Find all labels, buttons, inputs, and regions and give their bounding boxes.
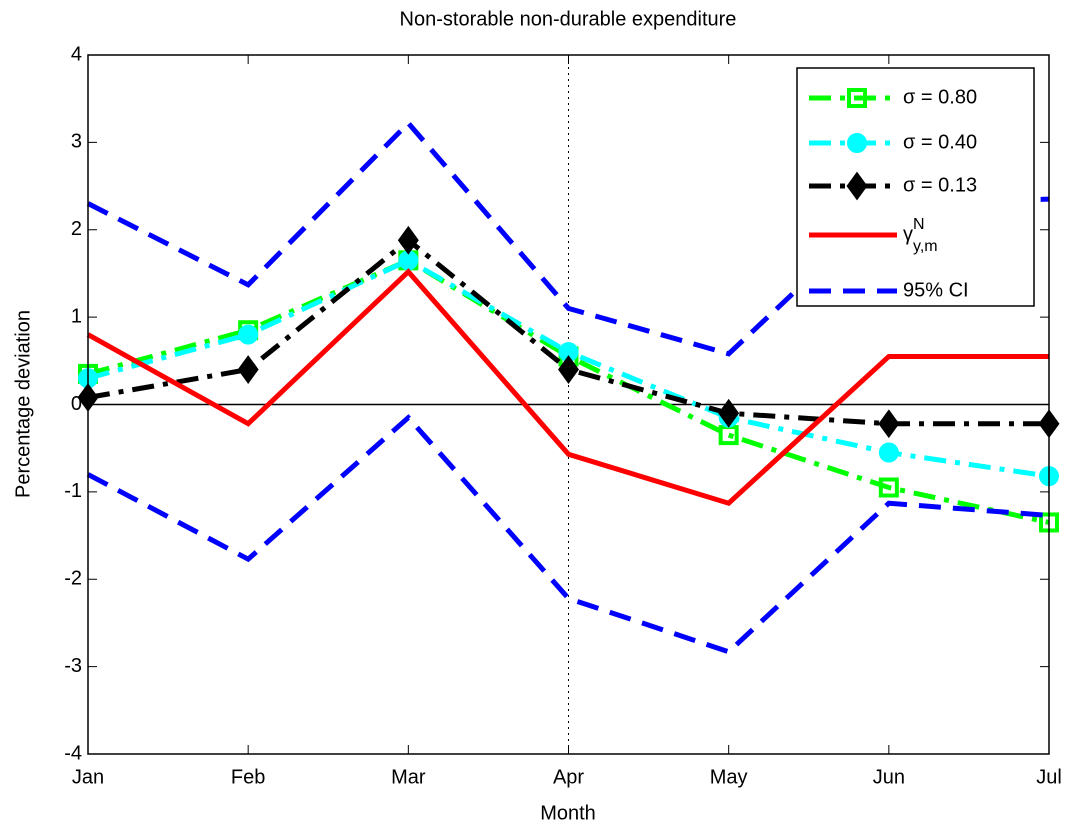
legend-label: σ = 0.13 [903,174,977,196]
marker [397,225,419,255]
x-tick-label: May [710,766,748,788]
y-tick-label: -2 [64,568,82,590]
marker [558,355,579,384]
legend-label-subscript: y,m [913,238,938,255]
x-tick-label: Apr [553,766,584,788]
x-axis-label: Month [540,802,596,824]
series-line [86,414,1050,655]
marker [237,355,259,384]
marker [718,398,740,428]
y-tick-label: 2 [71,218,82,240]
x-tick-label: Jul [1036,766,1062,788]
marker [398,250,419,271]
marker [847,88,867,108]
marker [238,324,259,345]
x-tick-label: Jan [72,766,104,788]
y-tick-label: -3 [64,655,82,677]
legend-label: σ = 0.40 [903,131,977,153]
marker [878,442,899,463]
legend-box [796,67,1035,307]
marker [878,409,900,439]
y-tick-label: 3 [71,131,82,153]
x-tick-label: Jun [873,766,905,788]
legend: σ = 0.80 σ = 0.40 σ = 0.13 γ Ny,m 95% CI [796,67,1035,307]
y-tick-label: 1 [71,305,82,327]
series-line [86,268,1049,507]
marker [847,133,867,153]
plot-frame [87,54,1050,755]
legend-label: γ [903,223,913,245]
chart-title: Non-storable non-durable expenditure [400,8,737,30]
y-axis-label: Percentage deviation [12,310,34,498]
legend-label-superscript: N [913,216,925,233]
x-tick-label: Mar [391,766,426,788]
x-tick-label: Feb [231,766,265,788]
y-tick-label: -4 [64,742,82,764]
marker [878,477,899,498]
y-tick-label: 4 [71,43,82,65]
y-tick-label: 0 [71,393,82,415]
marker [846,171,868,201]
legend-label: 95% CI [903,279,969,301]
y-tick-label: -1 [64,480,82,502]
legend-label: σ = 0.80 [903,86,977,108]
